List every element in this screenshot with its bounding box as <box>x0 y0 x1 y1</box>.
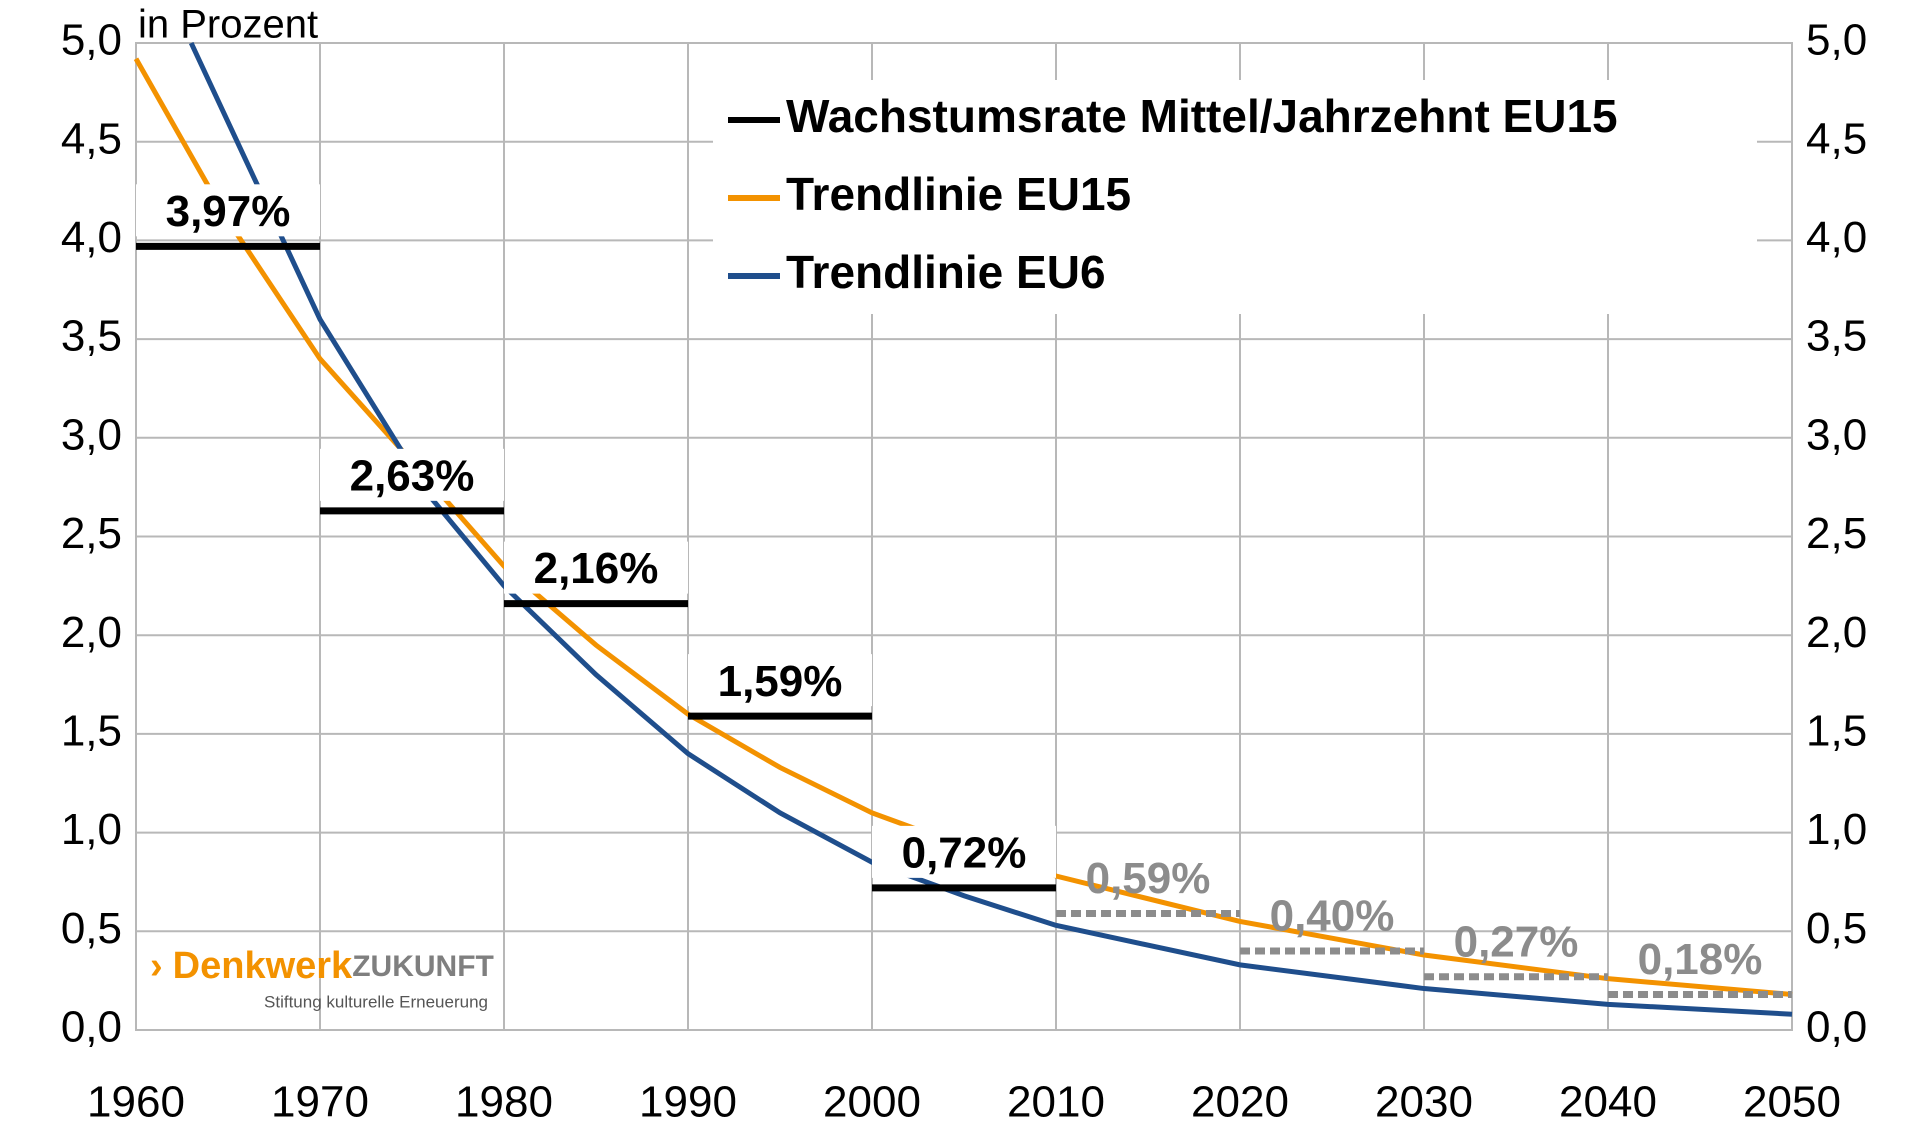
x-tick-label: 1960 <box>87 1078 185 1124</box>
trend-line <box>188 41 1793 1017</box>
label-background <box>688 654 872 707</box>
value-label: 0,18% <box>1638 935 1763 984</box>
value-label: 0,59% <box>1086 854 1211 903</box>
y-tick-label: 1,5 <box>61 707 122 756</box>
y2-tick-label: 3,5 <box>1806 312 1867 361</box>
y-tick-label: 3,5 <box>61 312 122 361</box>
value-label: 0,72% <box>902 828 1027 877</box>
y-tick-label: 2,0 <box>61 608 122 657</box>
logo-text: › DenkwerkZUKUNFT <box>150 945 494 987</box>
y-tick-label: 2,5 <box>61 509 122 558</box>
legend-label: Trendlinie EU15 <box>786 168 1131 220</box>
y-tick-label: 3,0 <box>61 410 122 459</box>
y2-tick-label: 1,5 <box>1806 707 1867 756</box>
trend-line <box>133 57 1793 997</box>
y2-tick-label: 4,0 <box>1806 213 1867 262</box>
x-tick-label: 2040 <box>1559 1078 1657 1124</box>
y-tick-label: 0,5 <box>61 904 122 953</box>
x-tick-label: 2020 <box>1191 1078 1289 1124</box>
label-background <box>136 184 320 237</box>
logo-part: ZUKUNFT <box>352 950 494 983</box>
y-tick-label: 4,5 <box>61 114 122 163</box>
legend-label: Trendlinie EU6 <box>786 246 1106 298</box>
y2-tick-label: 2,5 <box>1806 509 1867 558</box>
value-label: 0,27% <box>1454 917 1579 966</box>
y2-tick-label: 3,0 <box>1806 410 1867 459</box>
value-label: 2,16% <box>534 544 659 593</box>
value-label: 0,40% <box>1270 892 1395 941</box>
label-background <box>320 448 504 501</box>
x-tick-label: 2010 <box>1007 1078 1105 1124</box>
y-tick-label: 4,0 <box>61 213 122 262</box>
y-tick-label: 1,0 <box>61 805 122 854</box>
label-background <box>504 541 688 594</box>
y-tick-label: 0,0 <box>61 1003 122 1052</box>
x-tick-label: 1990 <box>639 1078 737 1124</box>
x-tick-label: 2050 <box>1743 1078 1841 1124</box>
value-label: 1,59% <box>718 657 843 706</box>
value-label: 3,97% <box>166 187 291 236</box>
label-background <box>872 825 1056 878</box>
x-tick-label: 2030 <box>1375 1078 1473 1124</box>
logo-part: › <box>150 945 163 987</box>
y2-tick-label: 0,0 <box>1806 1003 1867 1052</box>
x-tick-label: 1970 <box>271 1078 369 1124</box>
value-label: 2,63% <box>350 451 475 500</box>
y-axis-label: in Prozent <box>138 3 318 47</box>
x-tick-label: 1980 <box>455 1078 553 1124</box>
legend: Wachstumsrate Mittel/Jahrzehnt EU15 Trend… <box>713 80 1757 314</box>
y2-tick-label: 4,5 <box>1806 114 1867 163</box>
logo-part: Denkwerk <box>173 945 353 987</box>
logo: › DenkwerkZUKUNFT Stiftung kulturelle Erne… <box>150 945 494 1011</box>
legend-label: Wachstumsrate Mittel/Jahrzehnt EU15 <box>786 90 1618 142</box>
y2-tick-label: 1,0 <box>1806 805 1867 854</box>
plot-frame <box>135 42 1793 1031</box>
logo-tagline: Stiftung kulturelle Erneuerung <box>264 992 488 1011</box>
y2-tick-label: 2,0 <box>1806 608 1867 657</box>
y2-tick-label: 0,5 <box>1806 904 1867 953</box>
x-tick-label: 2000 <box>823 1078 921 1124</box>
y-tick-label: 5,0 <box>61 16 122 65</box>
legend-background <box>713 80 1757 314</box>
y2-tick-label: 5,0 <box>1806 16 1867 65</box>
